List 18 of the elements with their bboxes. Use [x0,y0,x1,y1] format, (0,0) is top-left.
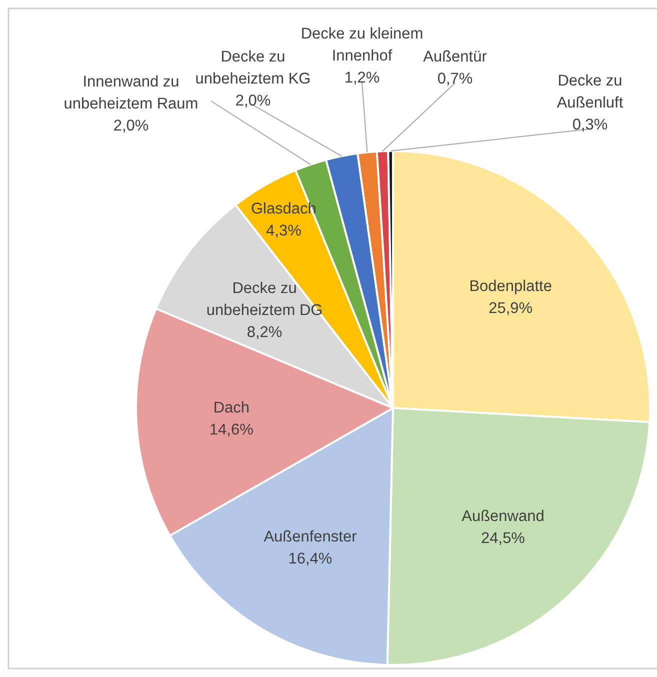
data-label: 1,2% [344,69,380,86]
slice-label: Außenwand [462,508,544,526]
data-label: 14,6% [209,421,254,438]
slice-label: Außenfenster [264,528,357,546]
slice-label: Decke zu Außenluft [556,72,624,112]
slice-label: Bodenplatte [469,278,552,296]
data-label: 2,0% [113,117,149,134]
data-label: 24,5% [481,530,526,548]
data-label: 25,9% [488,300,533,318]
slice-label: Dach [213,399,250,416]
data-label: 8,2% [246,324,282,341]
data-label: 4,3% [266,222,302,240]
data-label: 0,3% [572,116,608,134]
data-label: 2,0% [235,92,271,110]
slice-label: Außentür [423,48,487,66]
slice-label: Decke zu unbeheiztem DG [206,280,323,319]
data-label: 16,4% [288,550,332,568]
data-label: 0,7% [437,70,473,88]
